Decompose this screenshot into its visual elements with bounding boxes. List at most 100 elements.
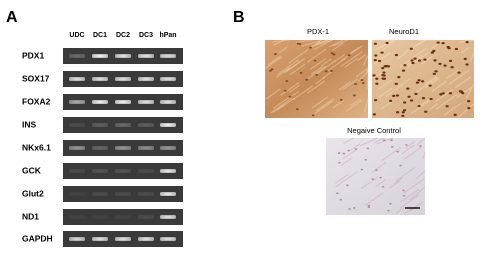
nucleus — [343, 153, 346, 155]
row-label: SOX17 — [22, 73, 50, 83]
gel-band — [92, 237, 108, 241]
nucleus — [419, 145, 422, 147]
column-label: DC1 — [93, 32, 107, 39]
nucleus — [407, 96, 410, 98]
gel-band — [115, 215, 131, 219]
nucleus — [424, 111, 427, 113]
nucleus — [382, 71, 385, 73]
nucleus — [371, 178, 374, 180]
image-title: NeuroD1 — [389, 27, 419, 36]
gel-band — [115, 237, 131, 241]
nucleus — [362, 82, 365, 84]
nucleus — [402, 190, 405, 192]
nucleus — [354, 83, 357, 85]
gel-band — [69, 54, 85, 58]
column-label: hPan — [159, 32, 176, 39]
nucleus — [361, 169, 364, 171]
nucleus — [465, 63, 468, 65]
row-label: PDX1 — [22, 50, 44, 60]
nucleus — [461, 92, 464, 94]
nucleus — [418, 59, 421, 61]
gel-band — [69, 100, 85, 104]
nucleus — [368, 206, 371, 208]
gel-band — [115, 123, 131, 127]
nucleus — [314, 60, 317, 62]
nucleus — [429, 85, 432, 87]
nucleus — [381, 77, 384, 79]
nucleus — [432, 50, 435, 52]
nucleus — [353, 207, 356, 209]
nucleus — [274, 53, 277, 55]
nucleus — [315, 74, 318, 76]
nucleus — [374, 54, 377, 56]
nucleus — [457, 72, 460, 74]
gel-band — [138, 54, 154, 58]
gel-band — [92, 192, 108, 196]
nucleus — [403, 109, 406, 111]
nucleus — [387, 210, 390, 212]
nucleus — [395, 54, 398, 56]
nucleus — [430, 98, 433, 100]
nucleus — [451, 66, 454, 68]
nucleus — [390, 139, 393, 141]
micrograph-image — [372, 40, 474, 118]
micrograph-image — [326, 138, 425, 215]
nucleus — [289, 96, 292, 98]
image-title: PDX-1 — [307, 27, 329, 36]
row-label: GAPDH — [22, 233, 53, 243]
nucleus — [375, 169, 378, 171]
row-label: ND1 — [22, 211, 39, 221]
nucleus — [355, 148, 358, 150]
gel-band — [160, 123, 176, 127]
gel-band — [160, 77, 176, 81]
nucleus — [348, 208, 351, 210]
nucleus — [340, 99, 343, 101]
nucleus — [441, 42, 444, 44]
nucleus — [434, 70, 437, 72]
nucleus — [417, 79, 420, 81]
gel-band — [138, 100, 154, 104]
nucleus — [437, 41, 440, 43]
nucleus — [312, 114, 315, 116]
gel-band — [69, 146, 85, 150]
gel-band — [92, 54, 108, 58]
panel-label: A — [6, 9, 18, 26]
row-label: INS — [22, 119, 37, 129]
gel-band — [69, 169, 85, 173]
gel-band — [160, 100, 176, 104]
nucleus — [416, 82, 419, 84]
gel-band — [115, 77, 131, 81]
nucleus — [396, 111, 399, 113]
gel-band — [138, 123, 154, 127]
gel-band — [69, 215, 85, 219]
gel-band — [138, 192, 154, 196]
nucleus — [443, 65, 446, 67]
gel-band — [138, 77, 154, 81]
nucleus — [374, 59, 377, 61]
nucleus — [399, 165, 402, 167]
nucleus — [372, 74, 375, 76]
panel-label: B — [233, 9, 245, 26]
nucleus — [418, 105, 421, 107]
nucleus — [347, 150, 350, 152]
nucleus — [373, 113, 376, 115]
nucleus — [455, 48, 458, 50]
nucleus — [353, 94, 356, 96]
gel-band — [138, 169, 154, 173]
nucleus — [346, 184, 349, 186]
nucleus — [406, 88, 409, 90]
nucleus — [374, 43, 377, 45]
nucleus — [395, 83, 398, 85]
gel-band — [138, 146, 154, 150]
nucleus — [403, 195, 406, 197]
gel-band — [92, 123, 108, 127]
gel-band — [115, 169, 131, 173]
column-label: DC3 — [139, 32, 153, 39]
nucleus — [338, 152, 341, 154]
gel-band — [115, 146, 131, 150]
nucleus — [382, 186, 385, 188]
nucleus — [338, 162, 341, 164]
nucleus — [381, 67, 384, 69]
nucleus — [414, 93, 417, 95]
